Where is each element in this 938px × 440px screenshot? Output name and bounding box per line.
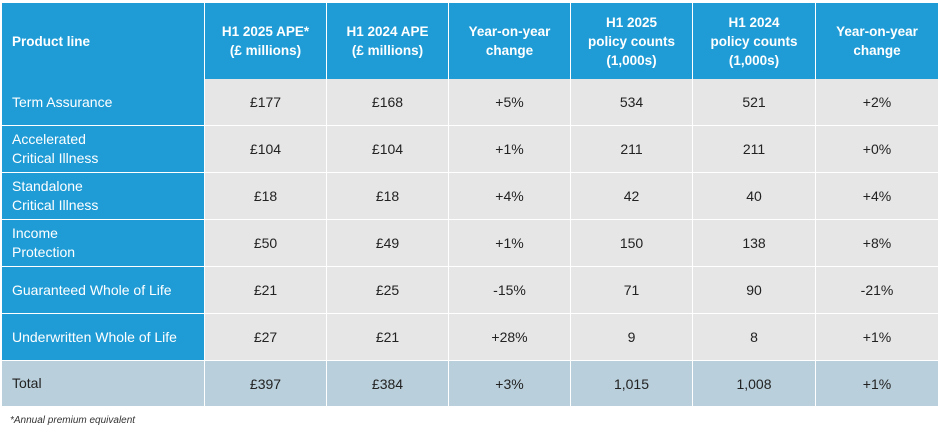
- product-line-label: Total: [2, 361, 205, 407]
- text-line: Underwritten Whole of Life: [12, 328, 177, 345]
- table-cell: 138: [693, 220, 816, 267]
- table-cell: £27: [205, 314, 327, 361]
- table-cell: £21: [327, 314, 449, 361]
- table-cell: 9: [571, 314, 693, 361]
- table-row: Accelerated Critical Illness £104 £104 +1% 21…: [2, 126, 938, 173]
- table-cell: £18: [205, 173, 327, 220]
- column-header: H1 2024 policy counts (1,000s): [693, 3, 816, 79]
- table-cell: 90: [693, 267, 816, 314]
- table-cell: -15%: [449, 267, 571, 314]
- table-cell: £50: [205, 220, 327, 267]
- table-cell: +1%: [449, 126, 571, 173]
- text-line: Total: [12, 375, 42, 391]
- table-body: Term Assurance £177 £168 +5% 534 521 +2% Accele…: [2, 79, 938, 407]
- table-cell: +1%: [816, 314, 938, 361]
- table-cell: £49: [327, 220, 449, 267]
- table-cell: £21: [205, 267, 327, 314]
- table-cell: +5%: [449, 79, 571, 126]
- product-line-label: Underwritten Whole of Life: [2, 314, 205, 361]
- total-row: Total £397 £384 +3% 1,015 1,008 +1%: [2, 361, 938, 407]
- table-cell: +8%: [816, 220, 938, 267]
- column-header: Year-on-year change: [449, 3, 571, 79]
- text-line: policy counts: [587, 33, 675, 49]
- table-cell: £104: [205, 126, 327, 173]
- text-line: Critical Illness: [12, 150, 99, 166]
- table-cell: +2%: [816, 79, 938, 126]
- table-row: Income Protection £50 £49 +1% 150 138 +8%: [2, 220, 938, 267]
- table-cell: +1%: [816, 361, 938, 407]
- table-cell: 42: [571, 173, 693, 220]
- table-row: Guaranteed Whole of Life £21 £25 -15% 71 90 -2…: [2, 267, 938, 314]
- column-header: H1 2025 policy counts (1,000s): [571, 3, 693, 79]
- table-cell: -21%: [816, 267, 938, 314]
- table-cell: £25: [327, 267, 449, 314]
- table-cell: 40: [693, 173, 816, 220]
- text-line: H1 2024: [728, 14, 780, 30]
- table-cell: £384: [327, 361, 449, 407]
- text-line: Income: [12, 225, 58, 241]
- table-cell: +4%: [449, 173, 571, 220]
- header-row: Product line H1 2025 APE* (£ millions) H1 2…: [2, 3, 938, 79]
- text-line: change: [485, 43, 534, 58]
- column-header: Product line: [2, 3, 205, 79]
- text-line: (£ millions): [229, 43, 302, 58]
- text-line: Guaranteed Whole of Life: [12, 281, 172, 298]
- text-line: Standalone: [12, 178, 83, 194]
- text-line: Product line: [12, 33, 91, 49]
- text-line: Protection: [12, 244, 76, 260]
- table-cell: £397: [205, 361, 327, 407]
- product-line-label: Standalone Critical Illness: [2, 173, 205, 220]
- product-line-label: Term Assurance: [2, 79, 205, 126]
- table-cell: +3%: [449, 361, 571, 407]
- text-line: H1 2024 APE: [346, 24, 429, 39]
- product-table: Product line H1 2025 APE* (£ millions) H1 2…: [2, 3, 938, 407]
- table-cell: +28%: [449, 314, 571, 361]
- text-line: (1,000s): [728, 52, 780, 68]
- product-line-label: Accelerated Critical Illness: [2, 126, 205, 173]
- table-cell: +0%: [816, 126, 938, 173]
- column-header: Year-on-year change: [816, 3, 938, 79]
- table-cell: 1,008: [693, 361, 816, 407]
- table-cell: 534: [571, 79, 693, 126]
- table-cell: £104: [327, 126, 449, 173]
- text-line: (1,000s): [606, 52, 657, 68]
- text-line: Term Assurance: [12, 93, 113, 110]
- text-line: Year-on-year: [468, 24, 551, 39]
- table-cell: £168: [327, 79, 449, 126]
- table-cell: +1%: [449, 220, 571, 267]
- column-header: H1 2024 APE (£ millions): [327, 3, 449, 79]
- table-cell: £18: [327, 173, 449, 220]
- column-header: H1 2025 APE* (£ millions): [205, 3, 327, 79]
- text-line: Year-on-year: [836, 24, 918, 39]
- text-line: (£ millions): [351, 43, 424, 58]
- text-line: policy counts: [710, 33, 798, 49]
- table-cell: 211: [693, 126, 816, 173]
- table-row: Term Assurance £177 £168 +5% 534 521 +2%: [2, 79, 938, 126]
- table-row: Standalone Critical Illness £18 £18 +4% 42 40 +…: [2, 173, 938, 220]
- table-cell: 8: [693, 314, 816, 361]
- text-line: H1 2025 APE*: [221, 24, 310, 39]
- product-line-label: Income Protection: [2, 220, 205, 267]
- text-line: change: [853, 43, 901, 58]
- table-cell: £177: [205, 79, 327, 126]
- text-line: Critical Illness: [12, 197, 99, 213]
- table-cell: 150: [571, 220, 693, 267]
- table-cell: 71: [571, 267, 693, 314]
- text-line: Accelerated: [12, 131, 86, 147]
- product-line-label: Guaranteed Whole of Life: [2, 267, 205, 314]
- table-cell: 211: [571, 126, 693, 173]
- table-row: Underwritten Whole of Life £27 £21 +28% 9 8 +1…: [2, 314, 938, 361]
- text-line: H1 2025: [605, 14, 658, 30]
- footnote: *Annual premium equivalent: [10, 415, 136, 426]
- table-cell: +4%: [816, 173, 938, 220]
- table-cell: 1,015: [571, 361, 693, 407]
- table-cell: 521: [693, 79, 816, 126]
